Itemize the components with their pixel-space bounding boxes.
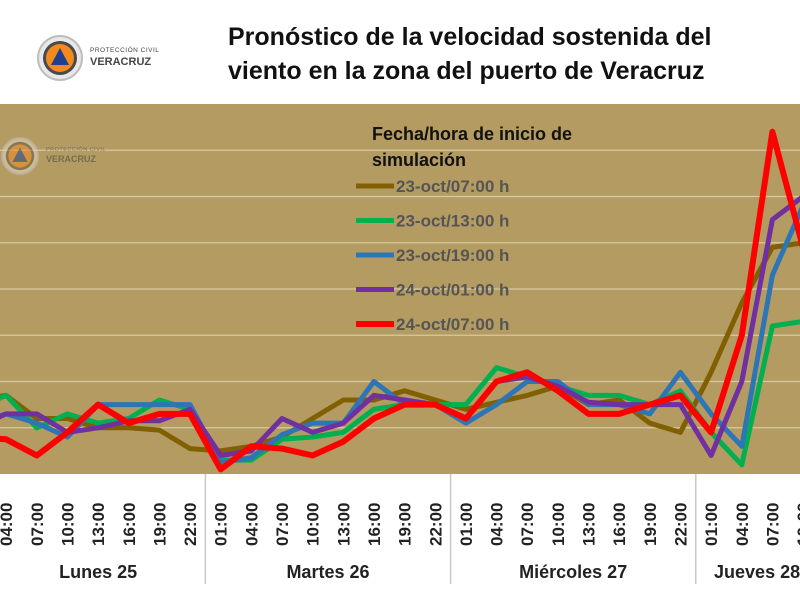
watermark-emblem-icon (0, 136, 40, 176)
gridlines (0, 149, 800, 429)
x-tick-label: 16:00 (120, 503, 139, 546)
x-tick-label: 10:00 (794, 503, 800, 546)
x-tick-label: 22:00 (671, 503, 690, 546)
day-label: Lunes 25 (59, 562, 137, 582)
legend-label: 23-oct/07:00 h (396, 177, 509, 196)
x-tick-label: 10:00 (58, 503, 77, 546)
x-tick-label: 07:00 (273, 503, 292, 546)
x-tick-label: 13:00 (334, 503, 353, 546)
x-tick-label: 19:00 (150, 503, 169, 546)
x-tick-label: 04:00 (733, 503, 752, 546)
x-tick-label: 16:00 (365, 503, 384, 546)
series-layer (0, 128, 800, 473)
watermark-line-1: PROTECCIÓN CIVIL (46, 146, 106, 153)
x-tick-label: 13:00 (89, 503, 108, 546)
x-tick-label: 22:00 (181, 503, 200, 546)
x-tick-label: 01:00 (212, 503, 231, 546)
chart-title-line-1: Pronóstico de la velocidad sostenida del (228, 23, 712, 51)
day-label: Martes 26 (286, 562, 369, 582)
x-tick-label: 04:00 (242, 503, 261, 546)
x-tick-label: 16:00 (610, 503, 629, 546)
x-tick-label: 13:00 (580, 503, 599, 546)
legend-title: simulación (372, 150, 466, 170)
x-tick-label: 07:00 (28, 503, 47, 546)
legend-label: 23-oct/13:00 h (396, 212, 509, 231)
proteccion-civil-logo: PROTECCIÓN CIVIL VERACRUZ (36, 34, 159, 82)
x-tick-label: 07:00 (763, 503, 782, 546)
x-tick-label: 01:00 (702, 503, 721, 546)
day-label: Miércoles 27 (519, 562, 627, 582)
x-tick-label: 04:00 (488, 503, 507, 546)
chart-title-line-2: viento en la zona del puerto de Veracruz (228, 57, 705, 85)
x-tick-label: 01:00 (457, 503, 476, 546)
legend-label: 23-oct/19:00 h (396, 246, 509, 265)
day-label: Jueves 28 (714, 562, 800, 582)
legend-title: Fecha/hora de inicio de (372, 124, 572, 144)
watermark-logo: PROTECCIÓN CIVIL VERACRUZ (0, 136, 106, 176)
emblem-icon (37, 35, 83, 81)
x-tick-label: 10:00 (549, 503, 568, 546)
legend-label: 24-oct/01:00 h (396, 281, 509, 300)
x-tick-label: 04:00 (0, 503, 16, 546)
x-tick-label: 22:00 (426, 503, 445, 546)
series-line (0, 128, 800, 473)
x-axis: 04:00 07:00 10:00 13:00 16:00 19:00 22:00 01:00… (0, 474, 800, 584)
x-tick-label: 19:00 (396, 503, 415, 546)
watermark-line-2: VERACRUZ (46, 154, 97, 165)
x-tick-label: 19:00 (641, 503, 660, 546)
logo-line-2: VERACRUZ (90, 55, 152, 68)
logo-line-1: PROTECCIÓN CIVIL (90, 47, 160, 55)
legend: Fecha/hora de inicio de simulación 23-oct/… (356, 124, 572, 334)
x-tick-label: 10:00 (304, 503, 323, 546)
series-line (0, 195, 800, 458)
legend-label: 24-oct/07:00 h (396, 315, 509, 334)
chart-title: Pronóstico de la velocidad sostenida del… (228, 20, 800, 88)
x-tick-label: 07:00 (518, 503, 537, 546)
